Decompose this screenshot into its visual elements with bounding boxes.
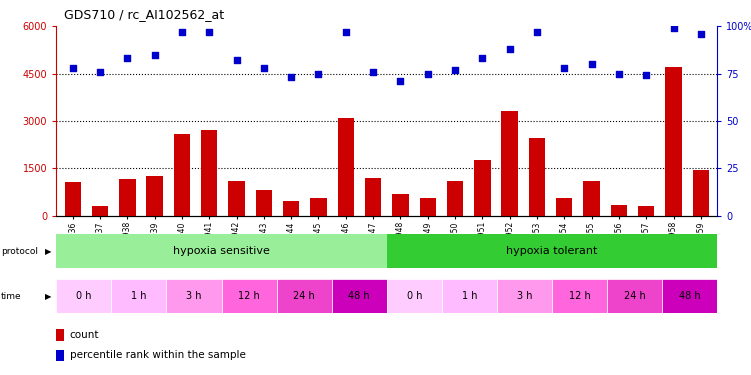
Bar [662,279,717,313]
Bar [65,183,81,216]
Text: 1 h: 1 h [462,291,477,301]
Point [231,57,243,63]
Text: 12 h: 12 h [238,291,260,301]
Text: 1 h: 1 h [131,291,146,301]
Bar [365,178,382,216]
Text: ▶: ▶ [45,247,52,256]
Bar [638,206,654,216]
Bar [611,205,627,216]
Bar [387,279,442,313]
Bar [56,279,111,313]
Text: 48 h: 48 h [679,291,701,301]
Point [695,31,707,37]
Bar [222,279,276,313]
Point [613,70,625,76]
Bar [387,234,717,268]
Point [586,61,598,67]
Bar [283,201,300,216]
Bar [255,190,272,216]
Bar [332,279,387,313]
Bar [338,118,354,216]
Bar [529,138,545,216]
Point [204,29,216,35]
Point [558,65,570,71]
Bar [392,194,409,216]
Bar [497,279,552,313]
Bar [119,179,135,216]
Point [258,65,270,71]
Point [367,69,379,75]
Bar [420,198,436,216]
Bar [692,170,709,216]
Point [176,29,188,35]
Text: 0 h: 0 h [76,291,92,301]
Bar [276,279,332,313]
Bar [92,206,108,216]
Text: percentile rank within the sample: percentile rank within the sample [70,350,246,360]
Text: count: count [70,330,99,340]
Point [476,56,488,62]
Bar [447,181,463,216]
Bar [556,198,572,216]
Text: hypoxia sensitive: hypoxia sensitive [173,246,270,256]
Point [504,46,516,52]
Bar [584,181,600,216]
Text: 24 h: 24 h [624,291,645,301]
Bar [474,160,490,216]
Bar [167,279,222,313]
Bar [310,198,327,216]
Bar [442,279,497,313]
Text: 12 h: 12 h [569,291,590,301]
Text: ▶: ▶ [45,292,52,301]
Text: 3 h: 3 h [186,291,202,301]
Bar [502,111,518,216]
Text: 48 h: 48 h [348,291,370,301]
Point [394,78,406,84]
Bar [111,279,167,313]
Text: hypoxia tolerant: hypoxia tolerant [506,246,598,256]
Text: GDS710 / rc_AI102562_at: GDS710 / rc_AI102562_at [64,8,224,21]
Point [640,72,652,78]
Bar [552,279,607,313]
Point [312,70,324,76]
Bar [56,234,387,268]
Text: 3 h: 3 h [517,291,532,301]
Point [668,25,680,31]
Point [94,69,106,75]
Text: time: time [1,292,21,301]
Text: 24 h: 24 h [294,291,315,301]
Bar [201,130,218,216]
Point [122,56,134,62]
Point [67,65,79,71]
Bar [146,176,163,216]
Point [285,74,297,80]
Bar [56,350,64,361]
Point [339,29,351,35]
Bar [56,329,64,340]
Point [531,29,543,35]
Bar [665,67,682,216]
Point [149,52,161,58]
Point [449,67,461,73]
Text: 0 h: 0 h [406,291,422,301]
Bar [173,134,190,216]
Point [422,70,434,76]
Bar [228,181,245,216]
Bar [607,279,662,313]
Text: protocol: protocol [1,247,38,256]
